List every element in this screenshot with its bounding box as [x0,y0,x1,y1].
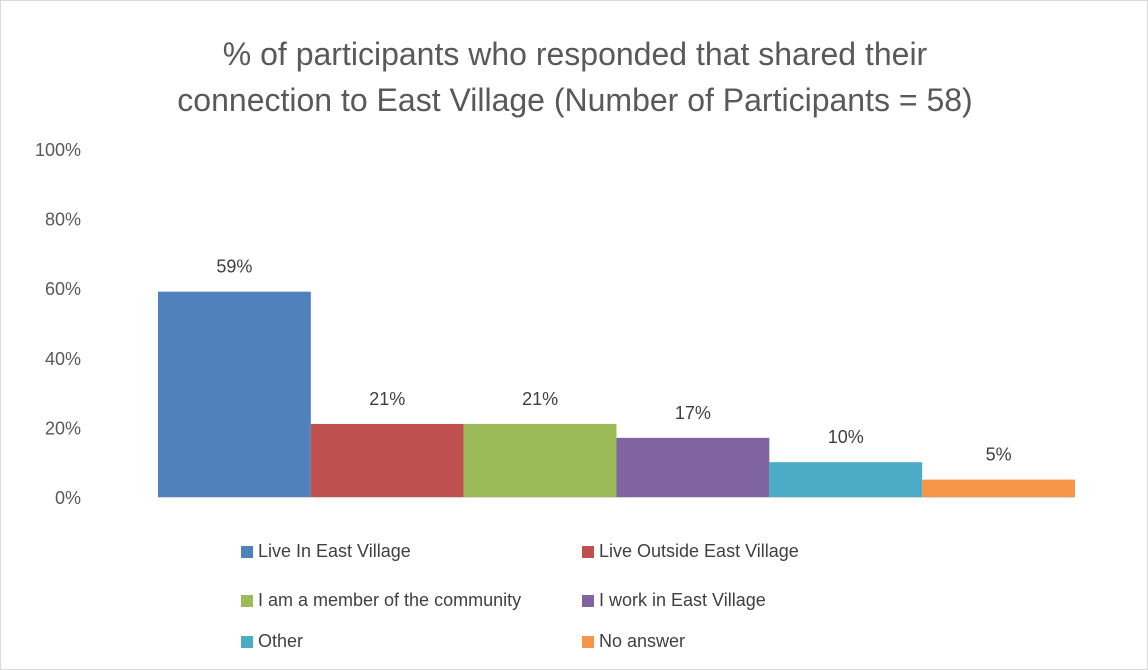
legend-label: Live In East Village [258,541,411,561]
legend-item: No answer [582,631,685,652]
data-label: 10% [828,427,864,447]
legend-item: Live In East Village [241,541,411,562]
bar [616,437,770,497]
legend-item: Live Outside East Village [582,541,799,562]
y-tick-label: 20% [45,418,81,438]
legend-swatch [241,635,253,648]
legend-label: I am a member of the community [258,590,522,610]
bar [922,479,1075,497]
legend-item: I am a member of the community [241,590,521,611]
y-tick-label: 40% [45,349,81,369]
legend-label: No answer [599,631,686,651]
y-tick-label: 60% [45,279,81,299]
data-label: 59% [216,257,252,277]
legend-label: Live Outside East Village [599,541,799,561]
bar [463,423,617,497]
bar [769,462,923,497]
legend-label: I work in East Village [599,590,766,610]
y-tick-label: 0% [55,488,81,508]
data-label: 17% [675,403,711,423]
legend-swatch [582,635,594,648]
data-label: 5% [986,445,1012,465]
legend-item: Other [241,631,303,652]
y-tick-label: 80% [45,210,81,230]
y-tick-label: 100% [35,140,81,160]
chart-title-line-1: % of participants who responded that sha… [222,36,928,72]
bar [158,291,311,497]
legend-label: Other [258,631,304,651]
legend-swatch [582,545,594,558]
chart-title-line-2: connection to East Village (Number of Pa… [177,82,973,118]
bar [310,423,464,497]
data-label: 21% [369,389,405,409]
legend-swatch [241,594,253,607]
legend-item: I work in East Village [582,590,766,611]
legend-swatch [241,545,253,558]
legend-swatch [582,594,594,607]
data-label: 21% [522,389,558,409]
chart-title: % of participants who responded that sha… [1,31,1148,123]
